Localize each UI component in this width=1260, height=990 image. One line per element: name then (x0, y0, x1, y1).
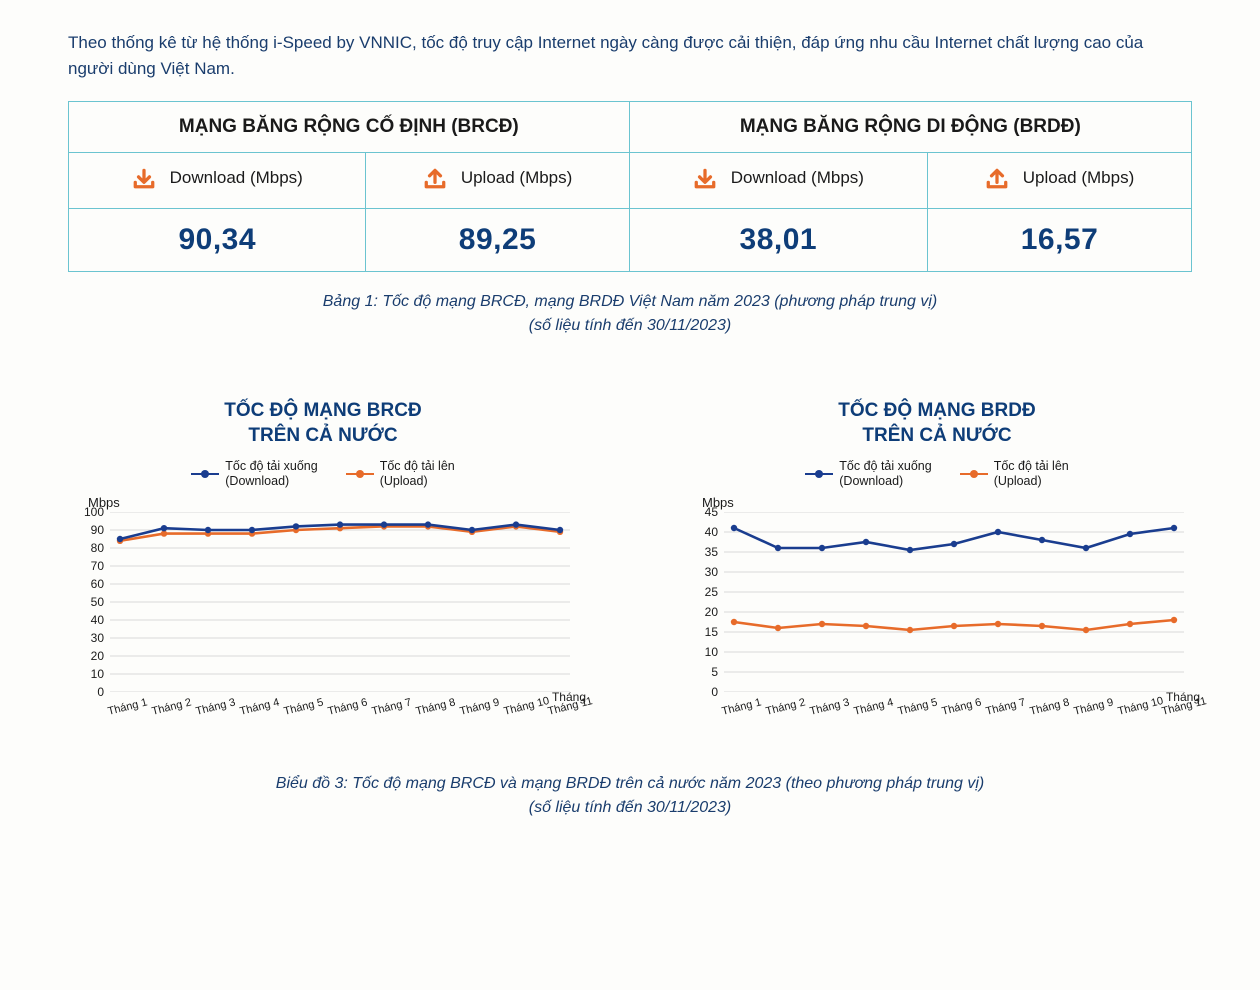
xtick: Tháng 9 (1073, 696, 1115, 717)
xtick: Tháng 8 (415, 696, 457, 717)
chart-svg (724, 512, 1184, 692)
download-label: Download (Mbps) (731, 168, 864, 188)
ytick: 20 (705, 605, 718, 619)
ytick: 10 (91, 667, 104, 681)
xtick: Tháng 2 (151, 696, 193, 717)
cell-fixed-upload-label: Upload (Mbps) (366, 152, 629, 208)
download-label: Download (Mbps) (170, 168, 303, 188)
caption-line: (số liệu tính đến 30/11/2023) (68, 314, 1192, 338)
xtick: Tháng 7 (371, 696, 413, 717)
caption-line: (số liệu tính đến 30/11/2023) (68, 796, 1192, 820)
chart-legend: Tốc độ tải xuống(Download) Tốc độ tải lê… (682, 459, 1192, 489)
xtick: Tháng 10 (1117, 695, 1165, 718)
ytick: 40 (705, 525, 718, 539)
x-axis-unit: Tháng (1166, 690, 1200, 704)
chart-legend: Tốc độ tải xuống(Download) Tốc độ tải lê… (68, 459, 578, 489)
caption-line: Bảng 1: Tốc độ mạng BRCĐ, mạng BRDĐ Việt… (68, 290, 1192, 314)
xtick: Tháng 1 (107, 696, 149, 717)
chart-title: TỐC ĐỘ MẠNG BRDĐTRÊN CẢ NƯỚC (682, 398, 1192, 449)
ytick: 20 (91, 649, 104, 663)
ytick: 40 (91, 613, 104, 627)
legend-text: Tốc độ tải xuống(Download) (839, 459, 931, 489)
header-mobile: MẠNG BĂNG RỘNG DI ĐỘNG (BRDĐ) (629, 101, 1191, 152)
chart-title: TỐC ĐỘ MẠNG BRCĐTRÊN CẢ NƯỚC (68, 398, 578, 449)
legend-text: Tốc độ tải lên(Upload) (994, 459, 1069, 489)
ytick: 45 (705, 505, 718, 519)
ytick: 30 (91, 631, 104, 645)
legend-swatch-download (805, 467, 833, 481)
ytick: 100 (84, 505, 104, 519)
charts-caption: Biểu đồ 3: Tốc độ mạng BRCĐ và mạng BRDĐ… (68, 772, 1192, 820)
ytick: 5 (711, 665, 718, 679)
xtick: Tháng 1 (721, 696, 763, 717)
cell-mobile-upload-label: Upload (Mbps) (928, 152, 1192, 208)
xtick: Tháng 7 (985, 696, 1027, 717)
xtick: Tháng 9 (459, 696, 501, 717)
ytick: 80 (91, 541, 104, 555)
chart-fixed: TỐC ĐỘ MẠNG BRCĐTRÊN CẢ NƯỚC Tốc độ tải … (68, 398, 578, 742)
xtick: Tháng 6 (327, 696, 369, 717)
download-icon (132, 167, 156, 189)
ytick: 25 (705, 585, 718, 599)
ytick: 70 (91, 559, 104, 573)
legend-swatch-upload (960, 467, 988, 481)
charts-row: TỐC ĐỘ MẠNG BRCĐTRÊN CẢ NƯỚC Tốc độ tải … (68, 398, 1192, 742)
legend-download: Tốc độ tải xuống(Download) (805, 459, 931, 489)
stats-table: MẠNG BĂNG RỘNG CỐ ĐỊNH (BRCĐ) MẠNG BĂNG … (68, 101, 1192, 272)
ytick: 50 (91, 595, 104, 609)
header-fixed: MẠNG BĂNG RỘNG CỐ ĐỊNH (BRCĐ) (69, 101, 630, 152)
mobile-upload-value: 16,57 (928, 208, 1192, 271)
xtick: Tháng 4 (239, 696, 281, 717)
xtick: Tháng 5 (283, 696, 325, 717)
y-axis-unit: Mbps (88, 495, 578, 510)
fixed-upload-value: 89,25 (366, 208, 629, 271)
xtick: Tháng 3 (195, 696, 237, 717)
ytick: 0 (711, 685, 718, 699)
upload-icon (985, 167, 1009, 189)
fixed-download-value: 90,34 (69, 208, 366, 271)
ytick: 30 (705, 565, 718, 579)
xtick: Tháng 4 (853, 696, 895, 717)
upload-label: Upload (Mbps) (461, 168, 573, 188)
ytick: 35 (705, 545, 718, 559)
legend-swatch-download (191, 467, 219, 481)
ytick: 0 (97, 685, 104, 699)
plot-area: 051015202530354045Tháng 1Tháng 2Tháng 3T… (682, 512, 1192, 742)
xtick: Tháng 5 (897, 696, 939, 717)
legend-upload: Tốc độ tải lên(Upload) (346, 459, 455, 489)
cell-fixed-download-label: Download (Mbps) (69, 152, 366, 208)
ytick: 60 (91, 577, 104, 591)
legend-text: Tốc độ tải xuống(Download) (225, 459, 317, 489)
legend-download: Tốc độ tải xuống(Download) (191, 459, 317, 489)
xtick: Tháng 8 (1029, 696, 1071, 717)
xtick: Tháng 3 (809, 696, 851, 717)
plot-area: 0102030405060708090100Tháng 1Tháng 2Thán… (68, 512, 578, 742)
xtick: Tháng 6 (941, 696, 983, 717)
y-axis-unit: Mbps (702, 495, 1192, 510)
mobile-download-value: 38,01 (629, 208, 927, 271)
upload-icon (423, 167, 447, 189)
download-icon (693, 167, 717, 189)
legend-text: Tốc độ tải lên(Upload) (380, 459, 455, 489)
xtick: Tháng 10 (503, 695, 551, 718)
ytick: 10 (705, 645, 718, 659)
ytick: 90 (91, 523, 104, 537)
table-caption: Bảng 1: Tốc độ mạng BRCĐ, mạng BRDĐ Việt… (68, 290, 1192, 338)
x-axis-unit: Tháng (552, 690, 586, 704)
chart-svg (110, 512, 570, 692)
ytick: 15 (705, 625, 718, 639)
legend-swatch-upload (346, 467, 374, 481)
caption-line: Biểu đồ 3: Tốc độ mạng BRCĐ và mạng BRDĐ… (68, 772, 1192, 796)
chart-mobile: TỐC ĐỘ MẠNG BRDĐTRÊN CẢ NƯỚC Tốc độ tải … (682, 398, 1192, 742)
xtick: Tháng 2 (765, 696, 807, 717)
cell-mobile-download-label: Download (Mbps) (629, 152, 927, 208)
intro-text: Theo thống kê từ hệ thống i-Speed by VNN… (68, 30, 1192, 83)
upload-label: Upload (Mbps) (1023, 168, 1135, 188)
legend-upload: Tốc độ tải lên(Upload) (960, 459, 1069, 489)
